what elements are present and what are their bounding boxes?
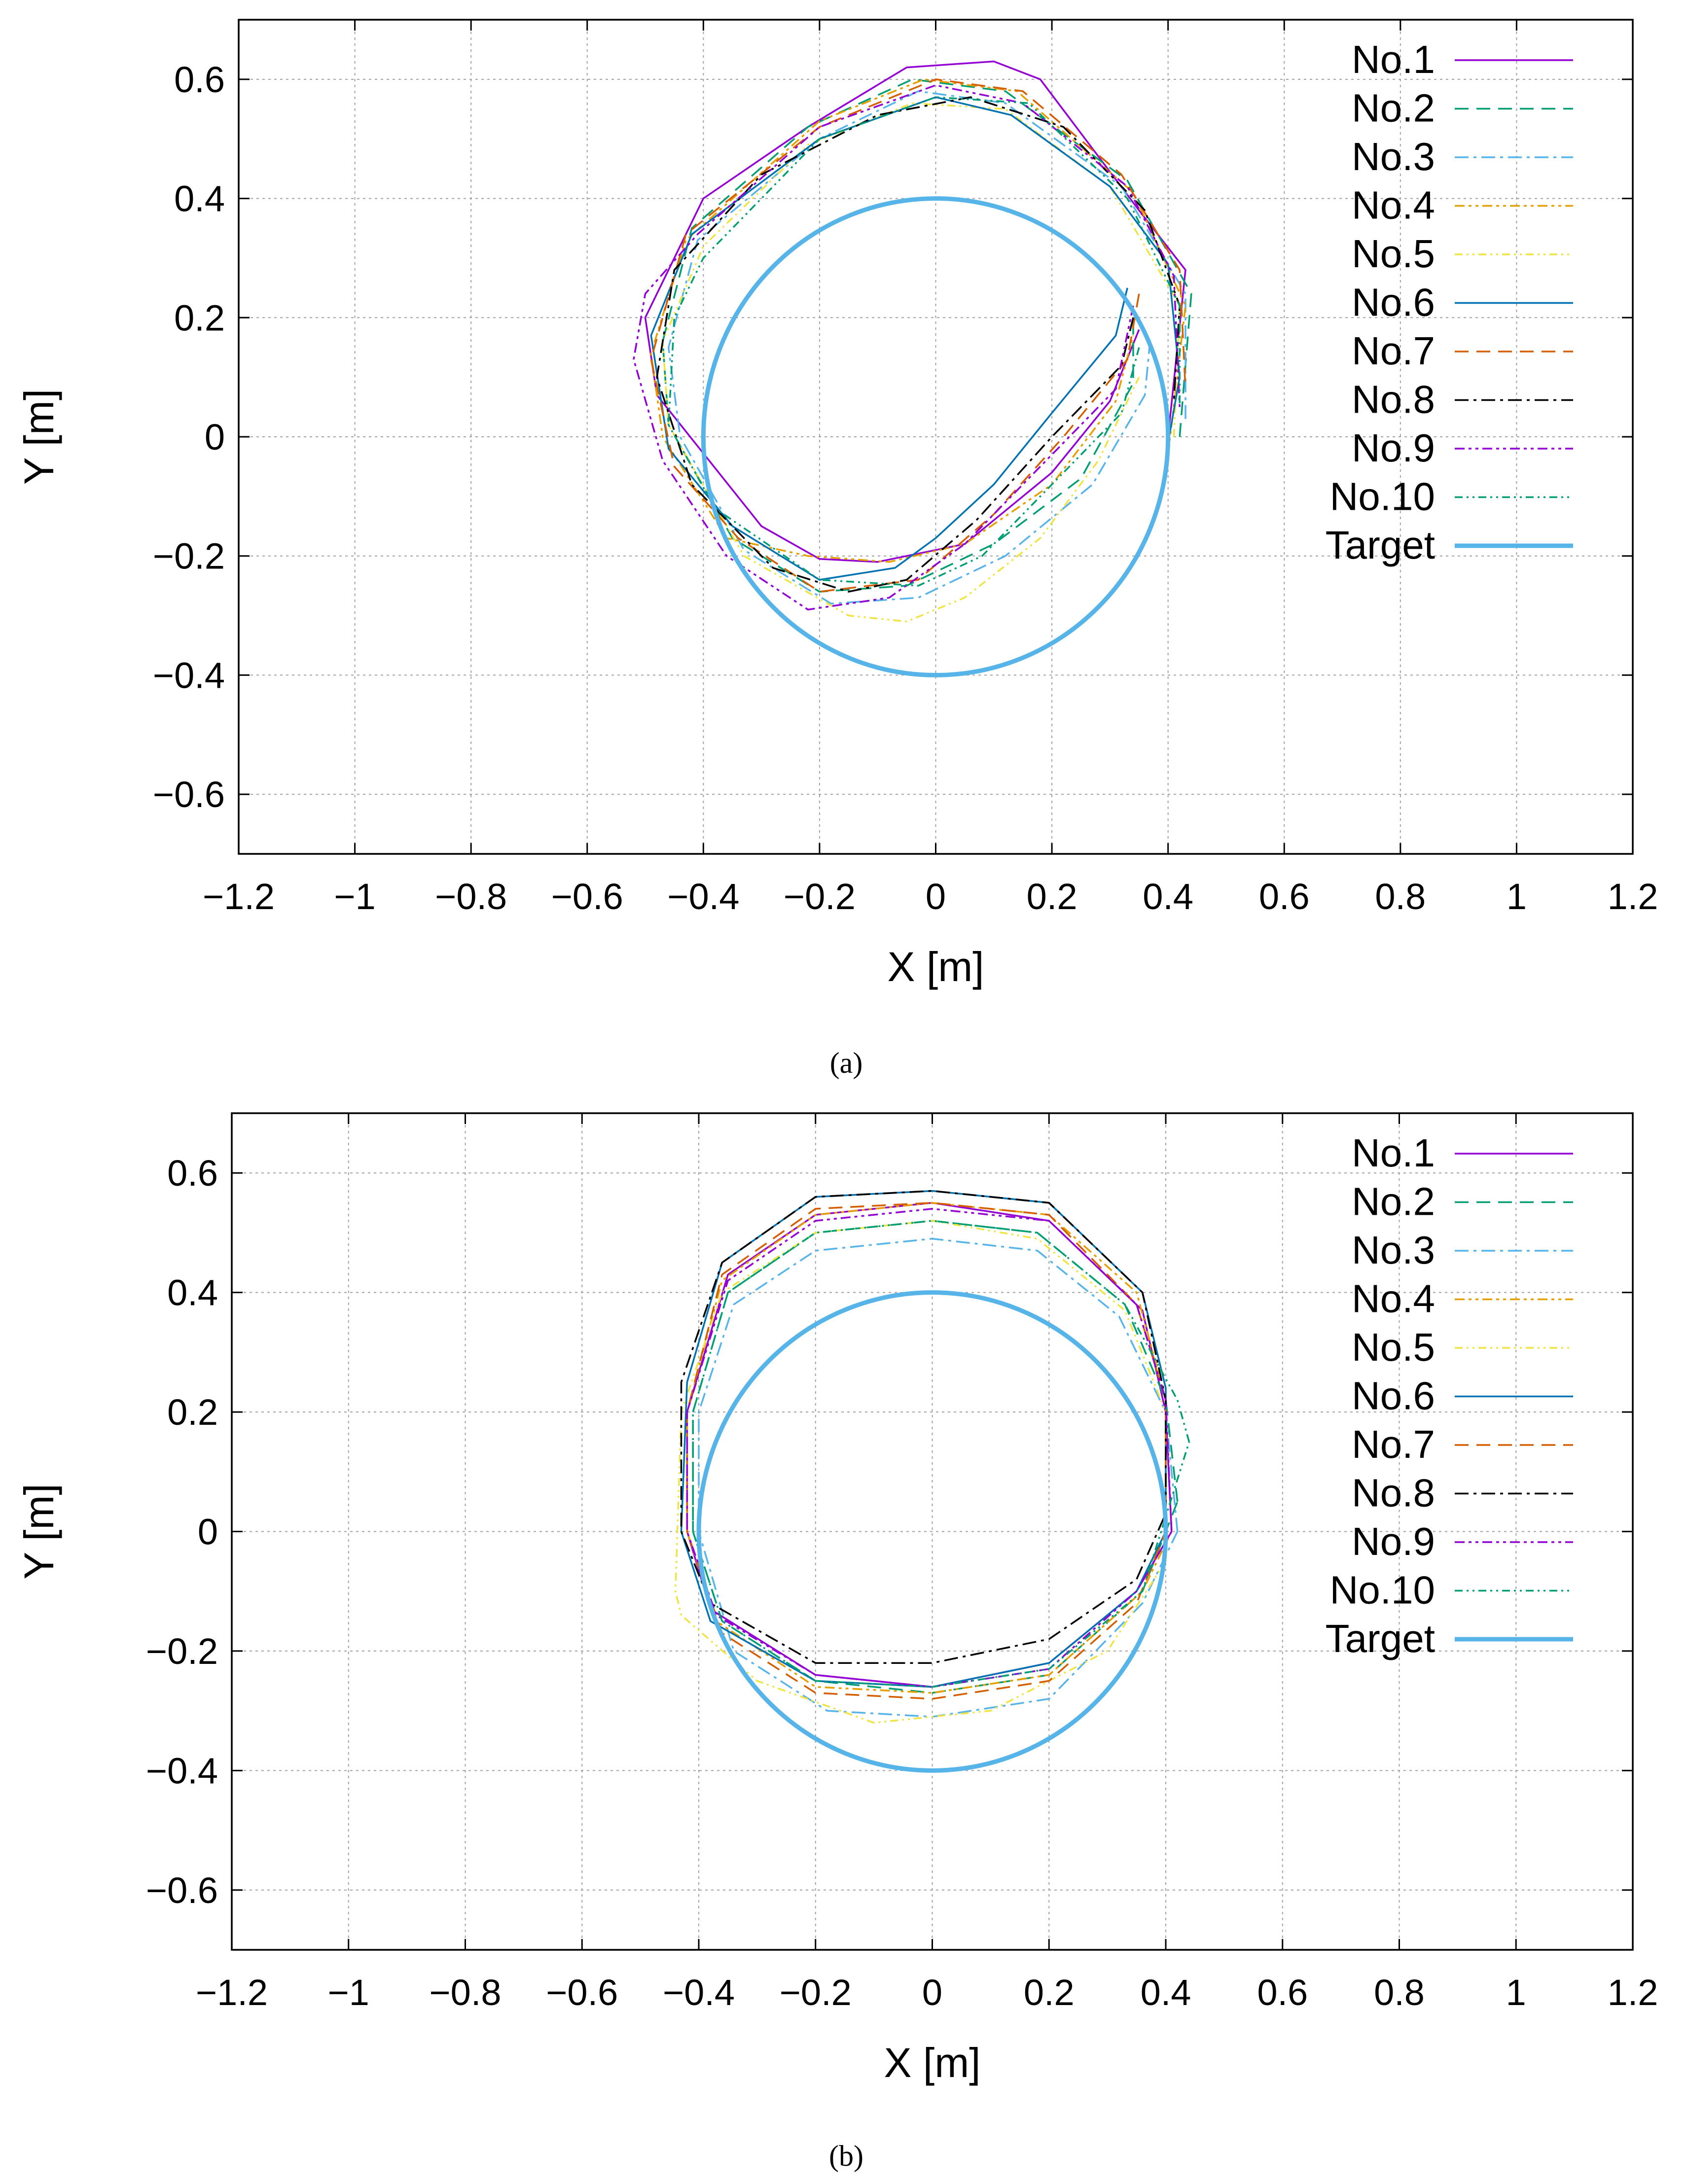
series-line-no4 [650, 78, 1186, 563]
series-target-circle [696, 1290, 1168, 1773]
chart-b: −1.2 −1 −0.8 −0.6 −0.4 −0.2 0 0.2 0.4 0.6 0.8 1 1.2 −… [16, 1112, 1658, 2086]
caption-a: (a) [830, 1047, 863, 1079]
legend-label: No.7 [1352, 329, 1435, 373]
series-line-no4 [686, 1202, 1173, 1694]
x-axis-label: X [m] [887, 944, 984, 990]
x-tick-label: 0 [922, 1972, 942, 2013]
x-tick-label: −0.8 [435, 876, 507, 917]
x-tick-label: −0.2 [780, 1972, 852, 2013]
x-tick-label: −1 [334, 876, 375, 917]
caption-b: (b) [829, 2140, 863, 2172]
plot-frame [231, 1112, 1634, 1951]
x-tick-label: 0 [926, 876, 946, 917]
legend-label: No.6 [1352, 281, 1435, 324]
x-tick-label: −0.8 [429, 1972, 501, 2013]
legend-label: Target [1326, 523, 1435, 567]
x-tick-label: −0.6 [546, 1972, 618, 2013]
x-tick-label: −1 [328, 1972, 369, 2013]
series-line-no8 [656, 96, 1181, 593]
legend-label: No.10 [1330, 1568, 1435, 1612]
series-line-no8 [680, 1190, 1167, 1664]
legend-label: No.5 [1352, 1325, 1435, 1369]
legend-label: No.8 [1352, 1471, 1435, 1515]
legend-label: No.2 [1352, 1180, 1435, 1224]
series-target-circle [701, 196, 1171, 677]
series-line-no10 [692, 1220, 1190, 1688]
x-tick-label: −0.2 [784, 876, 856, 917]
y-tick-label: −0.6 [146, 1870, 218, 1911]
x-tick-label: −0.4 [663, 1972, 735, 2013]
series-line-no3 [667, 90, 1186, 605]
y-tick-label: −0.4 [153, 655, 225, 696]
y-tick-label: −0.2 [146, 1631, 218, 1672]
legend-label: No.7 [1352, 1422, 1435, 1466]
legend: No.1 No.2 No.3 No.4 No.5 No.6 No.7 No.8No.9 No.1… [1326, 37, 1573, 567]
y-tick-label: 0.4 [167, 1272, 218, 1313]
y-tick-label: 0 [198, 1512, 218, 1552]
x-tick-label: 1 [1507, 876, 1527, 917]
y-tick-label: 0.6 [174, 59, 225, 100]
y-tick-label: −0.2 [153, 536, 225, 577]
series-line-no2 [662, 78, 1192, 593]
x-tick-label: 0.4 [1141, 1972, 1191, 2013]
x-tick-label: 0.2 [1024, 1972, 1075, 2013]
y-tick-label: 0.4 [174, 178, 225, 219]
x-axis-label: X [m] [884, 2040, 980, 2086]
x-tick-label: 0.8 [1374, 1972, 1425, 2013]
legend-label: No.1 [1352, 1131, 1435, 1175]
legend-label: No.8 [1352, 378, 1435, 422]
x-tick-label: −1.2 [203, 876, 275, 917]
series-line-no7 [650, 78, 1186, 593]
y-tick-label: 0.2 [167, 1392, 218, 1433]
series-line-no1 [644, 60, 1186, 563]
legend-label: No.3 [1352, 135, 1435, 178]
legend-label: Target [1326, 1617, 1435, 1660]
legend-label: No.9 [1352, 1519, 1435, 1563]
y-axis-label: Y [m] [16, 1483, 62, 1580]
legend-label: No.6 [1352, 1374, 1435, 1418]
x-tick-label: −0.4 [667, 876, 739, 917]
y-tick-label: −0.6 [153, 774, 225, 815]
legend-label: No.5 [1352, 232, 1435, 276]
series-line-no10 [667, 96, 1181, 587]
y-axis-label: Y [m] [16, 389, 62, 485]
x-tick-label: 1.2 [1608, 1972, 1658, 2013]
plot-area [633, 60, 1192, 677]
x-tick-label: 1.2 [1608, 876, 1658, 917]
plot-area [674, 1190, 1190, 1773]
legend-label: No.2 [1352, 86, 1435, 130]
x-tick-label: 0.6 [1257, 1972, 1308, 2013]
y-tick-label: 0 [205, 417, 225, 458]
y-tick-label: 0.6 [167, 1153, 218, 1194]
legend-label: No.10 [1330, 475, 1435, 519]
x-tick-label: −1.2 [196, 1972, 268, 2013]
y-tick-label: 0.2 [174, 297, 225, 338]
chart-a: −1.2 −1 −0.8 −0.6 −0.4 −0.2 0 0.2 0.4 0.6 0.8 1 1.2 −… [16, 19, 1658, 990]
x-tick-label: 0.4 [1143, 876, 1193, 917]
legend: No.1 No.2No.3 No.4No.5 No.6No.7 No.8No.9 No.1… [1326, 1131, 1573, 1660]
series-line-no9 [686, 1208, 1173, 1688]
legend-label: No.3 [1352, 1228, 1435, 1272]
x-tick-label: 0.8 [1375, 876, 1426, 917]
x-tick-label: 1 [1506, 1972, 1526, 2013]
legend-label: No.4 [1352, 183, 1435, 227]
x-tick-label: −0.6 [551, 876, 623, 917]
legend-label: No.1 [1352, 37, 1435, 81]
y-tick-label: −0.4 [146, 1750, 218, 1791]
series-line-no3 [698, 1237, 1179, 1718]
legend-label: No.4 [1352, 1277, 1435, 1321]
plot-frame [238, 19, 1634, 855]
x-tick-label: 0.2 [1027, 876, 1077, 917]
x-tick-label: 0.6 [1259, 876, 1310, 917]
legend-label: No.9 [1352, 426, 1435, 470]
series-line-no6 [650, 96, 1181, 581]
